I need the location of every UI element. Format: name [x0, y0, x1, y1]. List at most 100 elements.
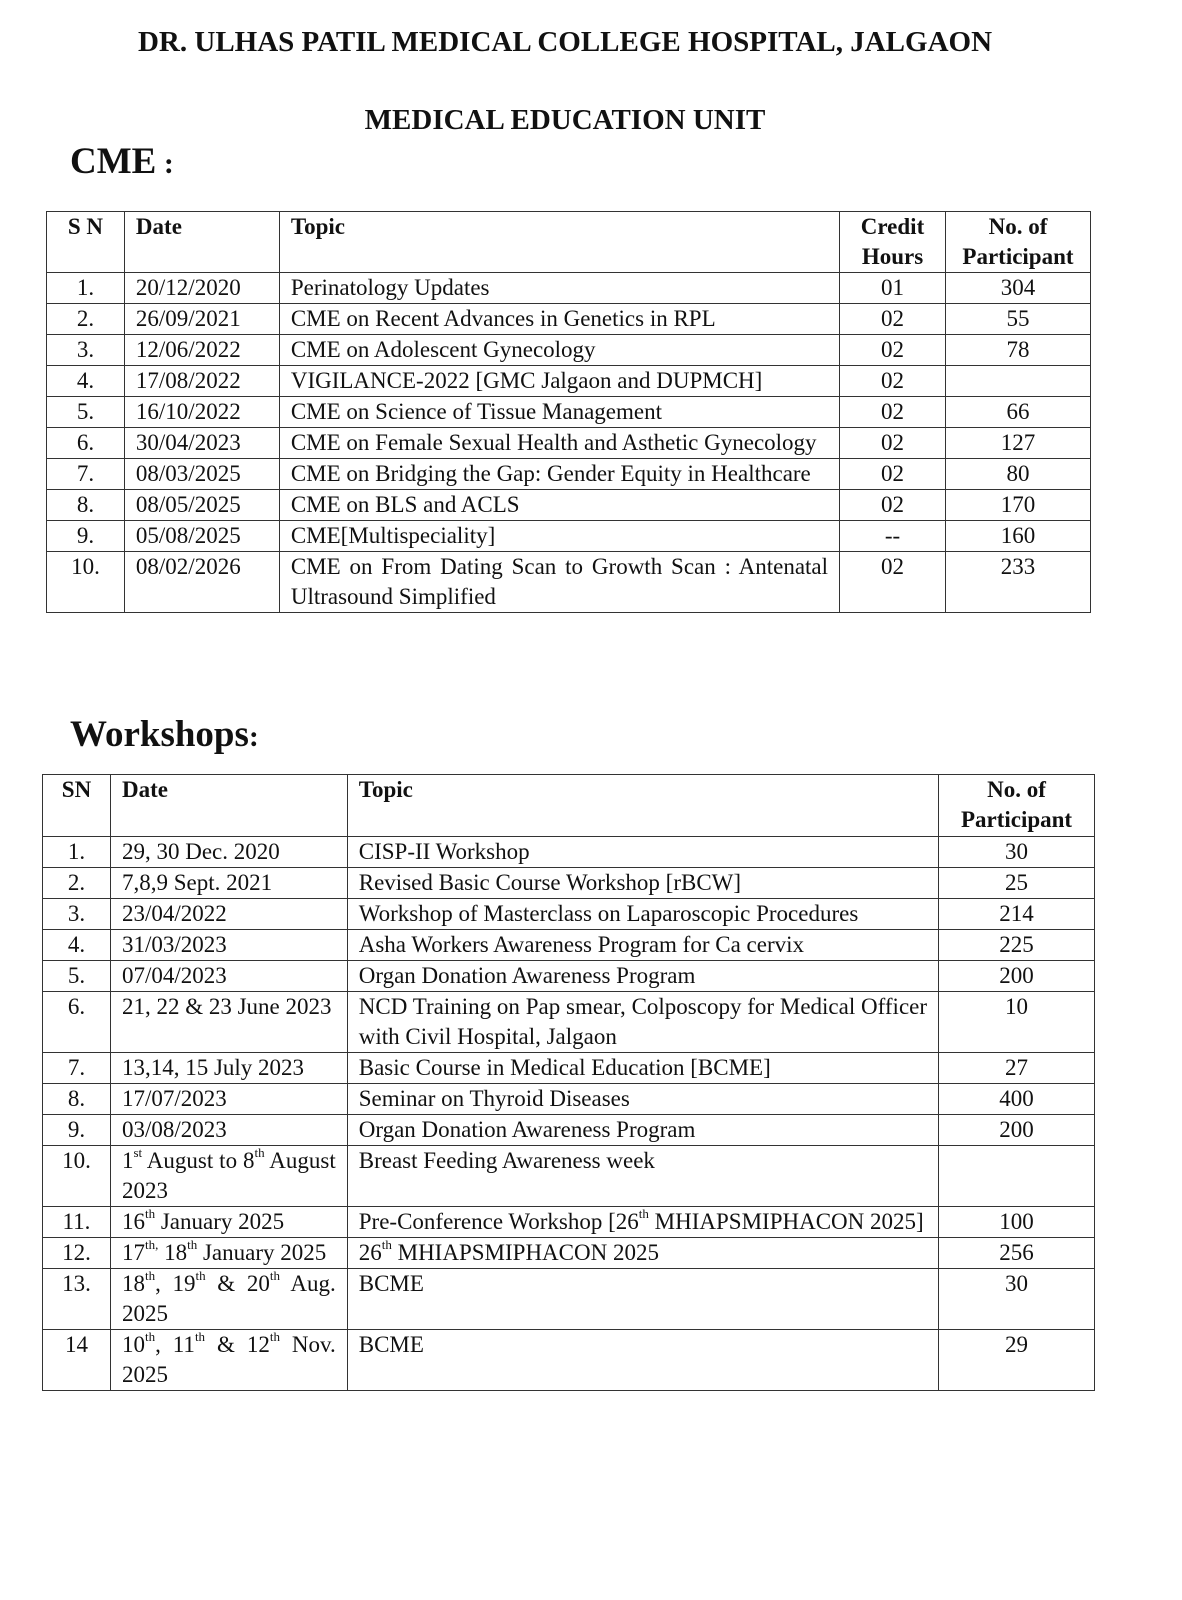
superscript: th: [381, 1237, 392, 1253]
cell-sn: 5.: [42, 960, 111, 992]
cell-topic: CME on BLS and ACLS: [278, 489, 841, 521]
cell-sn: 7.: [42, 1052, 111, 1084]
superscript: th: [187, 1237, 198, 1253]
table-row: 3. 12/06/2022 CME on Adolescent Gynecology…: [46, 334, 1092, 366]
cell-date: 13,14, 15 July 2023: [109, 1052, 348, 1084]
table-row: 13. 18th, 19th & 20th Aug. 2025 BCME 30: [42, 1268, 1095, 1330]
table-row: 6. 21, 22 & 23 June 2023 NCD Training on P…: [42, 991, 1095, 1053]
cell-credit-hours: 02: [839, 489, 946, 521]
text-segment: August 2023: [121, 1148, 336, 1203]
cell-date: 07/04/2023: [109, 960, 348, 992]
workshops-heading: Workshops:: [70, 713, 259, 756]
cme-table: S N Date Topic Credit Hours No. of Parti…: [46, 211, 1092, 613]
table-row: 11. 16th January 2025 Pre-Conference Works…: [42, 1206, 1095, 1238]
text-segment: & 12: [205, 1332, 270, 1357]
cell-date: 20/12/2020: [123, 272, 280, 304]
table-row: 8. 17/07/2023 Seminar on Thyroid Diseases 4…: [42, 1083, 1095, 1115]
col-topic: Topic: [346, 774, 940, 837]
cell-participants: 55: [944, 303, 1092, 335]
col-participants: No. of Participant: [944, 211, 1092, 273]
cell-date: 26/09/2021: [123, 303, 280, 335]
col-topic: Topic: [278, 211, 841, 273]
cell-date: 08/03/2025: [123, 458, 280, 490]
cell-credit-hours: 02: [839, 551, 946, 613]
table-row: 10. 1st August to 8th August 2023 Breast F…: [42, 1145, 1095, 1207]
cell-sn: 11.: [42, 1206, 111, 1238]
cell-participants: 160: [944, 520, 1092, 552]
workshops-table: SN Date Topic No. of Participant 1. 29, 3…: [42, 774, 1095, 1391]
cell-date: 23/04/2022: [109, 898, 348, 930]
cell-topic: Seminar on Thyroid Diseases: [346, 1083, 940, 1115]
superscript: th: [195, 1268, 206, 1284]
superscript: th: [194, 1329, 206, 1345]
text-segment: & 20: [205, 1271, 270, 1296]
cell-sn: 3.: [46, 334, 125, 366]
cell-sn: 4.: [42, 929, 111, 961]
table-row: 2. 7,8,9 Sept. 2021 Revised Basic Course W…: [42, 867, 1095, 899]
text-segment: Nov. 2025: [121, 1332, 336, 1387]
text-segment: 10: [121, 1332, 145, 1357]
table-row: 4. 31/03/2023 Asha Workers Awareness Progr…: [42, 929, 1095, 961]
cell-sn: 10.: [46, 551, 125, 613]
superscript: st: [133, 1145, 143, 1161]
cell-date: 1st August to 8th August 2023: [109, 1145, 348, 1207]
cell-topic: BCME: [346, 1329, 940, 1391]
text-segment: MHIAPSMIPHACON 2025]: [648, 1209, 924, 1234]
cell-credit-hours: 01: [839, 272, 946, 304]
cell-sn: 5.: [46, 396, 125, 428]
table-row: 7. 08/03/2025 CME on Bridging the Gap: Gen…: [46, 458, 1092, 490]
table-row: 1. 20/12/2020 Perinatology Updates 01 304: [46, 272, 1092, 304]
cell-date: 29, 30 Dec. 2020: [109, 836, 348, 868]
text-segment: MHIAPSMIPHACON 2025: [391, 1240, 659, 1265]
cell-date: 17/08/2022: [123, 365, 280, 397]
table-row: 3. 23/04/2022 Workshop of Masterclass on L…: [42, 898, 1095, 930]
cell-credit-hours: 02: [839, 334, 946, 366]
workshops-header-row: SN Date Topic No. of Participant: [42, 774, 1095, 837]
cell-date: 10th, 11th & 12th Nov. 2025: [109, 1329, 348, 1391]
cell-date: 17/07/2023: [109, 1083, 348, 1115]
text-segment: , 11: [155, 1332, 195, 1357]
cell-topic: Organ Donation Awareness Program: [346, 960, 940, 992]
superscript: th: [254, 1145, 265, 1161]
cell-date: 21, 22 & 23 June 2023: [109, 991, 348, 1053]
cell-sn: 12.: [42, 1237, 111, 1269]
cell-sn: 2.: [42, 867, 111, 899]
cell-sn: 10.: [42, 1145, 111, 1207]
table-row: 9. 05/08/2025 CME[Multispeciality] -- 160: [46, 520, 1092, 552]
table-row: 8. 08/05/2025 CME on BLS and ACLS 02 170: [46, 489, 1092, 521]
col-sn: S N: [46, 211, 125, 273]
cell-date: 18th, 19th & 20th Aug. 2025: [109, 1268, 348, 1330]
col-date: Date: [123, 211, 280, 273]
cell-participants: 304: [944, 272, 1092, 304]
text-segment: 1: [121, 1148, 134, 1173]
hospital-title: DR. ULHAS PATIL MEDICAL COLLEGE HOSPITAL…: [137, 26, 993, 58]
cell-date: 05/08/2025: [123, 520, 280, 552]
cell-sn: 14: [42, 1329, 111, 1391]
table-row: 4. 17/08/2022 VIGILANCE-2022 [GMC Jalgaon …: [46, 365, 1092, 397]
cell-topic: NCD Training on Pap smear, Colposcopy fo…: [346, 991, 940, 1053]
text-segment: 18: [158, 1240, 188, 1265]
table-row: 14 10th, 11th & 12th Nov. 2025 BCME 29: [42, 1329, 1095, 1391]
cell-sn: 1.: [46, 272, 125, 304]
text-segment: 18: [121, 1271, 145, 1296]
cell-sn: 1.: [42, 836, 111, 868]
cell-participants: 214: [938, 898, 1095, 930]
cell-topic: 26th MHIAPSMIPHACON 2025: [346, 1237, 940, 1269]
cme-heading: CME :: [70, 140, 174, 183]
cell-topic: Breast Feeding Awareness week: [346, 1145, 940, 1207]
cell-participants: 66: [944, 396, 1092, 428]
cell-topic: CME on From Dating Scan to Growth Scan :…: [278, 551, 841, 613]
table-row: 9. 03/08/2023 Organ Donation Awareness Pro…: [42, 1114, 1095, 1146]
cell-sn: 13.: [42, 1268, 111, 1330]
col-sn: SN: [42, 774, 111, 837]
cell-topic: Perinatology Updates: [278, 272, 841, 304]
cell-date: 08/05/2025: [123, 489, 280, 521]
cell-participants: 27: [938, 1052, 1095, 1084]
cell-topic: Revised Basic Course Workshop [rBCW]: [346, 867, 940, 899]
superscript: th: [144, 1268, 156, 1284]
cell-participants: 80: [944, 458, 1092, 490]
cell-credit-hours: 02: [839, 458, 946, 490]
cell-credit-hours: 02: [839, 365, 946, 397]
cell-sn: 6.: [42, 991, 111, 1053]
cell-participants: 170: [944, 489, 1092, 521]
